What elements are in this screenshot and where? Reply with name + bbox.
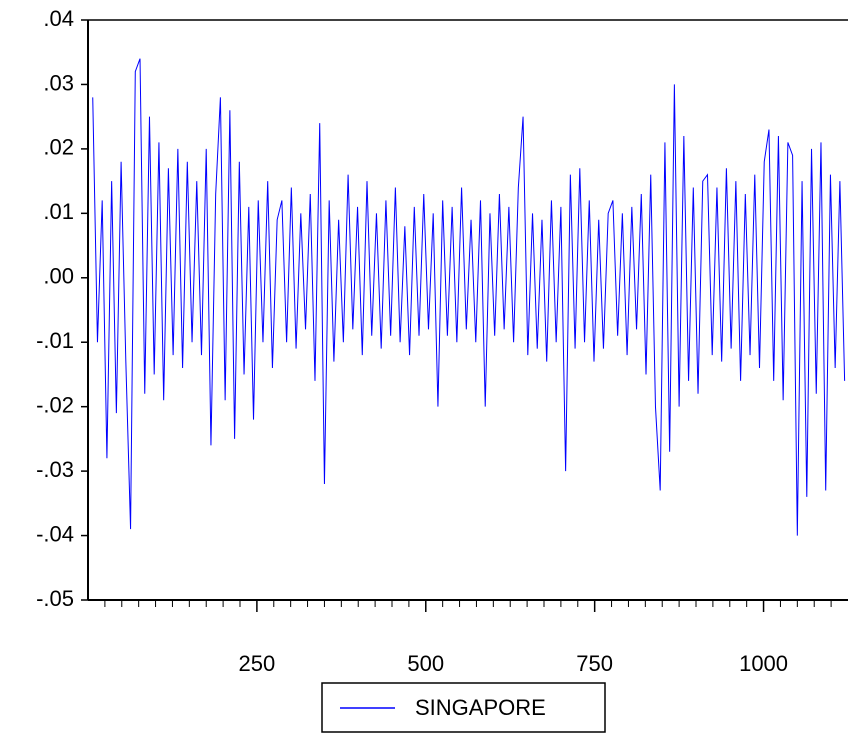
- y-tick-label: .00: [43, 264, 74, 289]
- y-tick-label: .01: [43, 199, 74, 224]
- x-tick-label: 750: [576, 651, 613, 676]
- y-tick-label: -.02: [36, 392, 74, 417]
- y-tick-label: -.03: [36, 457, 74, 482]
- x-tick-label: 500: [407, 651, 444, 676]
- y-tick-label: .03: [43, 70, 74, 95]
- y-tick-label: .02: [43, 135, 74, 160]
- y-tick-label: -.01: [36, 328, 74, 353]
- y-tick-label: -.04: [36, 521, 74, 546]
- legend-label: SINGAPORE: [415, 695, 546, 720]
- x-tick-label: 1000: [739, 651, 788, 676]
- x-tick-label: 250: [239, 651, 276, 676]
- y-tick-label: .04: [43, 6, 74, 31]
- y-tick-label: -.05: [36, 586, 74, 611]
- series-line: [92, 58, 846, 536]
